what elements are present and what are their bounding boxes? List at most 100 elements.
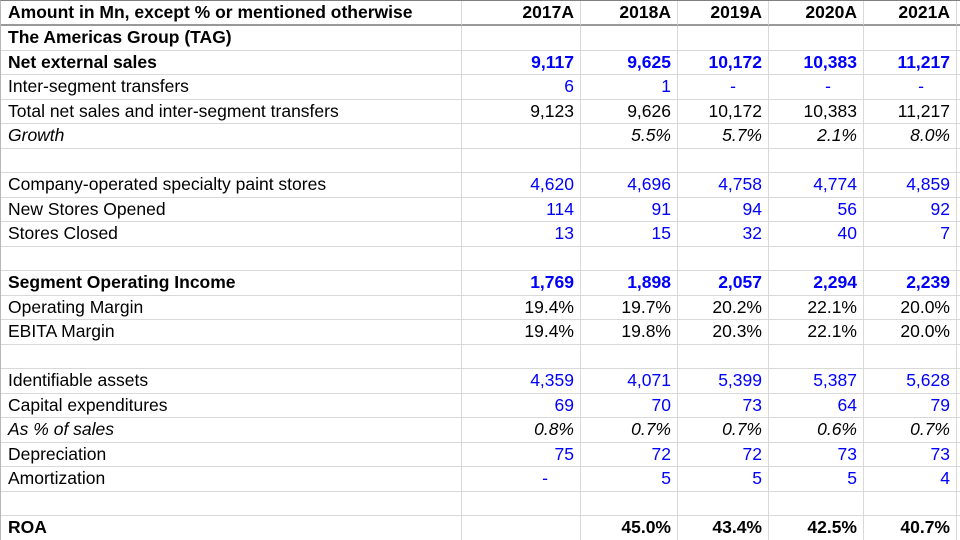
- value-cell[interactable]: 91: [581, 197, 678, 222]
- value-cell[interactable]: 73: [678, 393, 769, 418]
- value-cell[interactable]: 1,898: [581, 271, 678, 296]
- value-cell[interactable]: 15: [581, 222, 678, 247]
- value-cell[interactable]: 1,769: [462, 271, 581, 296]
- row-label-cell[interactable]: [1, 491, 462, 516]
- value-cell[interactable]: 4,071: [581, 369, 678, 394]
- value-cell[interactable]: 22.1%: [769, 295, 864, 320]
- value-cell[interactable]: 4,620: [462, 173, 581, 198]
- value-cell[interactable]: [769, 26, 864, 51]
- value-cell[interactable]: [462, 124, 581, 149]
- value-cell[interactable]: 4,758: [678, 173, 769, 198]
- value-cell[interactable]: 5.7%: [678, 124, 769, 149]
- value-cell[interactable]: 94: [678, 197, 769, 222]
- row-label-cell[interactable]: EBITA Margin: [1, 320, 462, 345]
- value-cell[interactable]: [769, 491, 864, 516]
- row-label-cell[interactable]: [1, 344, 462, 369]
- header-year-cell-2017[interactable]: 2017A: [462, 1, 581, 26]
- row-label-cell[interactable]: Inter-segment transfers: [1, 75, 462, 100]
- row-label-cell[interactable]: Company-operated specialty paint stores: [1, 173, 462, 198]
- header-year-cell-2021[interactable]: 2021A: [864, 1, 957, 26]
- value-cell[interactable]: 2.1%: [769, 124, 864, 149]
- value-cell[interactable]: [864, 26, 957, 51]
- value-cell[interactable]: 10,172: [678, 50, 769, 75]
- value-cell[interactable]: 5,387: [769, 369, 864, 394]
- value-cell[interactable]: [581, 491, 678, 516]
- value-cell[interactable]: 73: [769, 442, 864, 467]
- row-label-cell[interactable]: [1, 246, 462, 271]
- value-cell[interactable]: 40: [769, 222, 864, 247]
- value-cell[interactable]: [462, 344, 581, 369]
- value-cell[interactable]: 0.6%: [769, 418, 864, 443]
- row-label-cell[interactable]: Capital expenditures: [1, 393, 462, 418]
- row-label-cell[interactable]: New Stores Opened: [1, 197, 462, 222]
- value-cell[interactable]: 42.5%: [769, 516, 864, 540]
- value-cell[interactable]: 19.4%: [462, 320, 581, 345]
- value-cell[interactable]: [769, 344, 864, 369]
- value-cell[interactable]: 1: [581, 75, 678, 100]
- value-cell[interactable]: 0.7%: [581, 418, 678, 443]
- value-cell[interactable]: 13: [462, 222, 581, 247]
- value-cell[interactable]: 0.8%: [462, 418, 581, 443]
- value-cell[interactable]: 11,217: [864, 50, 957, 75]
- row-label-cell[interactable]: [1, 148, 462, 173]
- value-cell[interactable]: -: [769, 75, 864, 100]
- value-cell[interactable]: -: [864, 75, 957, 100]
- value-cell[interactable]: [462, 491, 581, 516]
- value-cell[interactable]: 19.7%: [581, 295, 678, 320]
- value-cell[interactable]: 73: [864, 442, 957, 467]
- value-cell[interactable]: [462, 148, 581, 173]
- value-cell[interactable]: [678, 491, 769, 516]
- value-cell[interactable]: [462, 516, 581, 540]
- value-cell[interactable]: [462, 246, 581, 271]
- value-cell[interactable]: 69: [462, 393, 581, 418]
- value-cell[interactable]: [864, 344, 957, 369]
- value-cell[interactable]: 5.5%: [581, 124, 678, 149]
- value-cell[interactable]: 7: [864, 222, 957, 247]
- row-label-cell[interactable]: Segment Operating Income: [1, 271, 462, 296]
- value-cell[interactable]: 5: [581, 467, 678, 492]
- row-label-cell[interactable]: Total net sales and inter-segment transf…: [1, 99, 462, 124]
- value-cell[interactable]: 6: [462, 75, 581, 100]
- header-year-cell-2019[interactable]: 2019A: [678, 1, 769, 26]
- value-cell[interactable]: 10,383: [769, 50, 864, 75]
- value-cell[interactable]: 45.0%: [581, 516, 678, 540]
- value-cell[interactable]: [462, 26, 581, 51]
- value-cell[interactable]: 92: [864, 197, 957, 222]
- value-cell[interactable]: 19.8%: [581, 320, 678, 345]
- value-cell[interactable]: 2,294: [769, 271, 864, 296]
- value-cell[interactable]: 79: [864, 393, 957, 418]
- value-cell[interactable]: 56: [769, 197, 864, 222]
- row-label-cell[interactable]: Growth: [1, 124, 462, 149]
- value-cell[interactable]: [581, 26, 678, 51]
- value-cell[interactable]: 9,626: [581, 99, 678, 124]
- value-cell[interactable]: 10,172: [678, 99, 769, 124]
- value-cell[interactable]: [864, 491, 957, 516]
- header-year-cell-2018[interactable]: 2018A: [581, 1, 678, 26]
- value-cell[interactable]: 2,057: [678, 271, 769, 296]
- value-cell[interactable]: [769, 246, 864, 271]
- value-cell[interactable]: 19.4%: [462, 295, 581, 320]
- value-cell[interactable]: -: [462, 467, 581, 492]
- value-cell[interactable]: 20.2%: [678, 295, 769, 320]
- value-cell[interactable]: 5,399: [678, 369, 769, 394]
- value-cell[interactable]: 4: [864, 467, 957, 492]
- row-label-cell[interactable]: The Americas Group (TAG): [1, 26, 462, 51]
- value-cell[interactable]: 32: [678, 222, 769, 247]
- value-cell[interactable]: 4,774: [769, 173, 864, 198]
- value-cell[interactable]: 20.0%: [864, 295, 957, 320]
- value-cell[interactable]: 72: [581, 442, 678, 467]
- row-label-cell[interactable]: As % of sales: [1, 418, 462, 443]
- row-label-cell[interactable]: Amortization: [1, 467, 462, 492]
- header-year-cell-2020[interactable]: 2020A: [769, 1, 864, 26]
- value-cell[interactable]: 5: [678, 467, 769, 492]
- value-cell[interactable]: [678, 148, 769, 173]
- value-cell[interactable]: 8.0%: [864, 124, 957, 149]
- value-cell[interactable]: 43.4%: [678, 516, 769, 540]
- value-cell[interactable]: [581, 148, 678, 173]
- value-cell[interactable]: 9,625: [581, 50, 678, 75]
- value-cell[interactable]: 9,123: [462, 99, 581, 124]
- value-cell[interactable]: -: [678, 75, 769, 100]
- value-cell[interactable]: [864, 148, 957, 173]
- value-cell[interactable]: 20.0%: [864, 320, 957, 345]
- value-cell[interactable]: 114: [462, 197, 581, 222]
